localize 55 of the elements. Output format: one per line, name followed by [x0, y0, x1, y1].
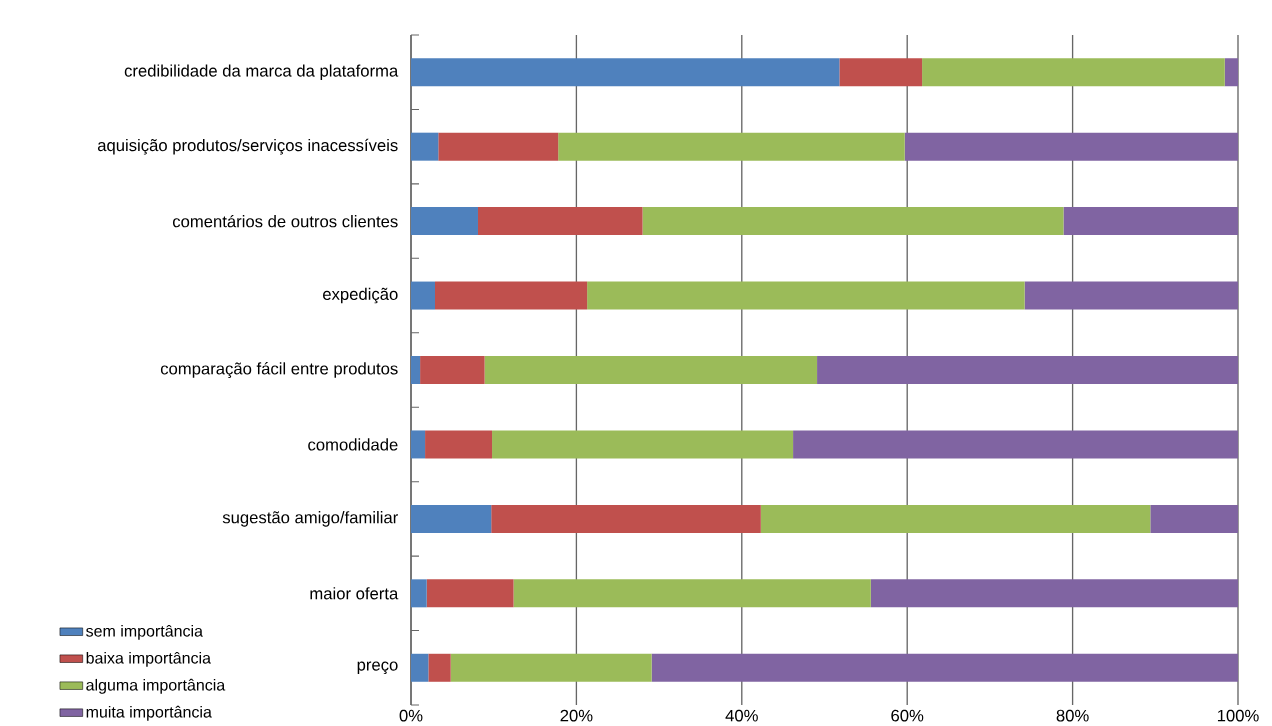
bar — [411, 281, 435, 310]
y-tick-label: expedição — [323, 287, 398, 304]
bar — [428, 653, 451, 682]
bar — [839, 58, 923, 87]
legend-label: sem importância — [86, 624, 203, 640]
y-tick-label: preço — [357, 661, 398, 675]
x-tick-label: 40% — [725, 709, 758, 722]
legend-label: alguma importância — [86, 678, 226, 694]
bar — [411, 430, 426, 459]
bar — [411, 653, 429, 682]
bar — [922, 58, 1225, 87]
x-tick-label: 20% — [560, 709, 593, 722]
x-tick-label: 60% — [891, 709, 924, 722]
bar — [411, 504, 492, 533]
bar — [513, 579, 871, 608]
bar — [651, 653, 1238, 682]
bar — [426, 579, 514, 608]
bar — [904, 132, 1238, 161]
x-tick-label: 80% — [1056, 709, 1089, 722]
bar — [587, 281, 1025, 310]
bar — [870, 579, 1238, 608]
y-tick-label: comodidade — [308, 438, 398, 451]
bar — [411, 132, 439, 161]
bar — [760, 504, 1151, 533]
bar — [477, 207, 643, 236]
y-tick-label: comentários de outros clientes — [172, 214, 398, 228]
bar — [411, 207, 478, 236]
bar — [411, 579, 427, 608]
bar — [425, 430, 493, 459]
bar — [817, 356, 1238, 385]
x-tick-label: 100% — [1217, 709, 1259, 722]
y-tick-label: aquisição produtos/serviços inacessíveis — [97, 138, 398, 155]
bar — [1224, 58, 1238, 87]
y-tick-label: maior oferta — [310, 587, 399, 600]
bar — [491, 504, 761, 533]
bar — [793, 430, 1238, 459]
y-tick-label: comparação fácil entre produtos — [160, 362, 398, 378]
x-tick-label: 0% — [399, 709, 423, 722]
bar — [434, 281, 588, 310]
bar — [1024, 281, 1238, 310]
legend-label: baixa importância — [86, 651, 211, 667]
bar — [411, 58, 840, 87]
bar — [642, 207, 1064, 236]
y-tick-label: sugestão amigo/familiar — [222, 511, 398, 527]
bar — [450, 653, 652, 682]
bar — [411, 356, 421, 385]
bar — [1063, 207, 1238, 236]
bar — [1150, 504, 1238, 533]
y-tick-label: credibilidade da marca da plataforma — [124, 64, 399, 81]
bar — [438, 132, 559, 161]
bar — [492, 430, 794, 459]
legend-label: muita importância — [86, 705, 212, 721]
bar — [420, 356, 485, 385]
bar — [484, 356, 818, 385]
bar — [558, 132, 905, 161]
